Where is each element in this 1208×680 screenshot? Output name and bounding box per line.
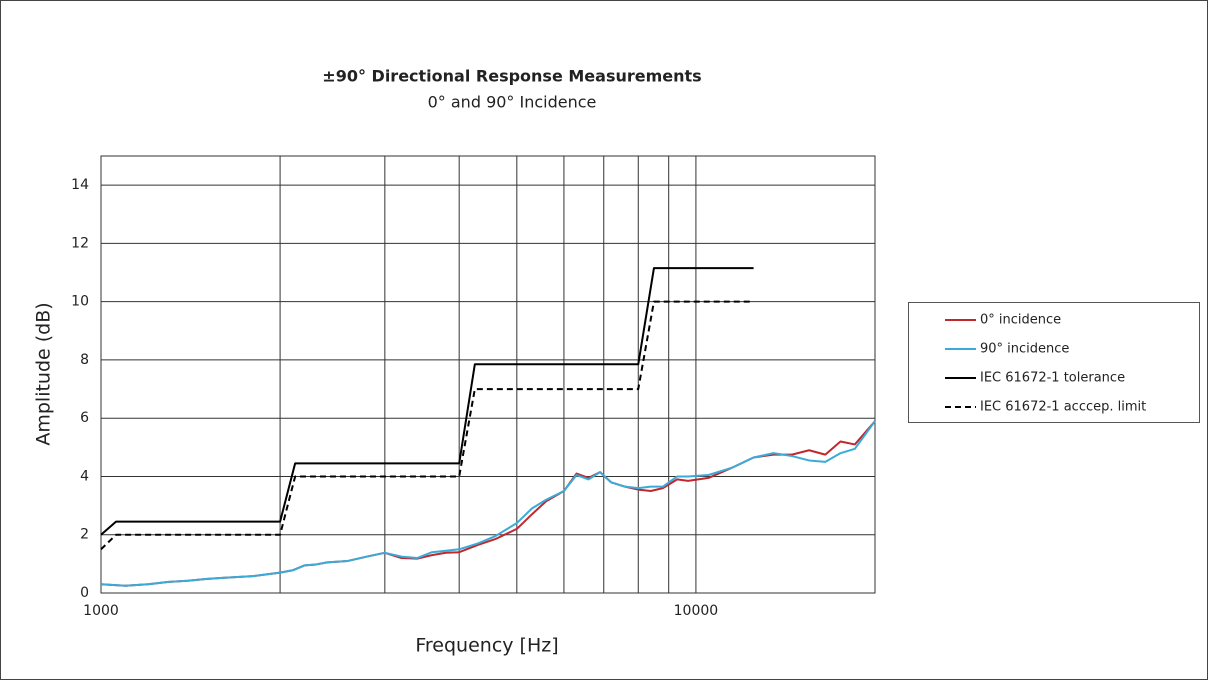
series-line xyxy=(100,420,876,587)
legend-label: IEC 61672-1 acccep. limit xyxy=(980,400,1146,415)
y-tick-label: 6 xyxy=(80,410,89,426)
y-tick-label: 14 xyxy=(71,177,89,193)
legend-label: IEC 61672-1 tolerance xyxy=(980,371,1125,386)
y-tick-label: 10 xyxy=(71,294,89,310)
chart-title: ±90° Directional Response Measurements xyxy=(322,67,701,86)
legend-label: 0° incidence xyxy=(980,313,1061,328)
y-tick-label: 0 xyxy=(80,585,89,601)
chart-subtitle: 0° and 90° Incidence xyxy=(428,93,597,112)
series-line xyxy=(100,267,754,536)
y-tick-label: 8 xyxy=(80,352,89,368)
y-tick-label: 2 xyxy=(80,527,89,543)
x-tick-label: 10000 xyxy=(674,603,719,619)
legend-box xyxy=(908,302,1200,423)
y-axis-label: Amplitude (dB) xyxy=(33,302,55,445)
x-axis-label: Frequency [Hz] xyxy=(415,635,558,657)
legend-label: 90° incidence xyxy=(980,342,1069,357)
y-tick-label: 12 xyxy=(71,235,89,251)
x-tick-label: 1000 xyxy=(83,603,119,619)
y-tick-label: 4 xyxy=(80,468,89,484)
series-line xyxy=(100,300,754,551)
